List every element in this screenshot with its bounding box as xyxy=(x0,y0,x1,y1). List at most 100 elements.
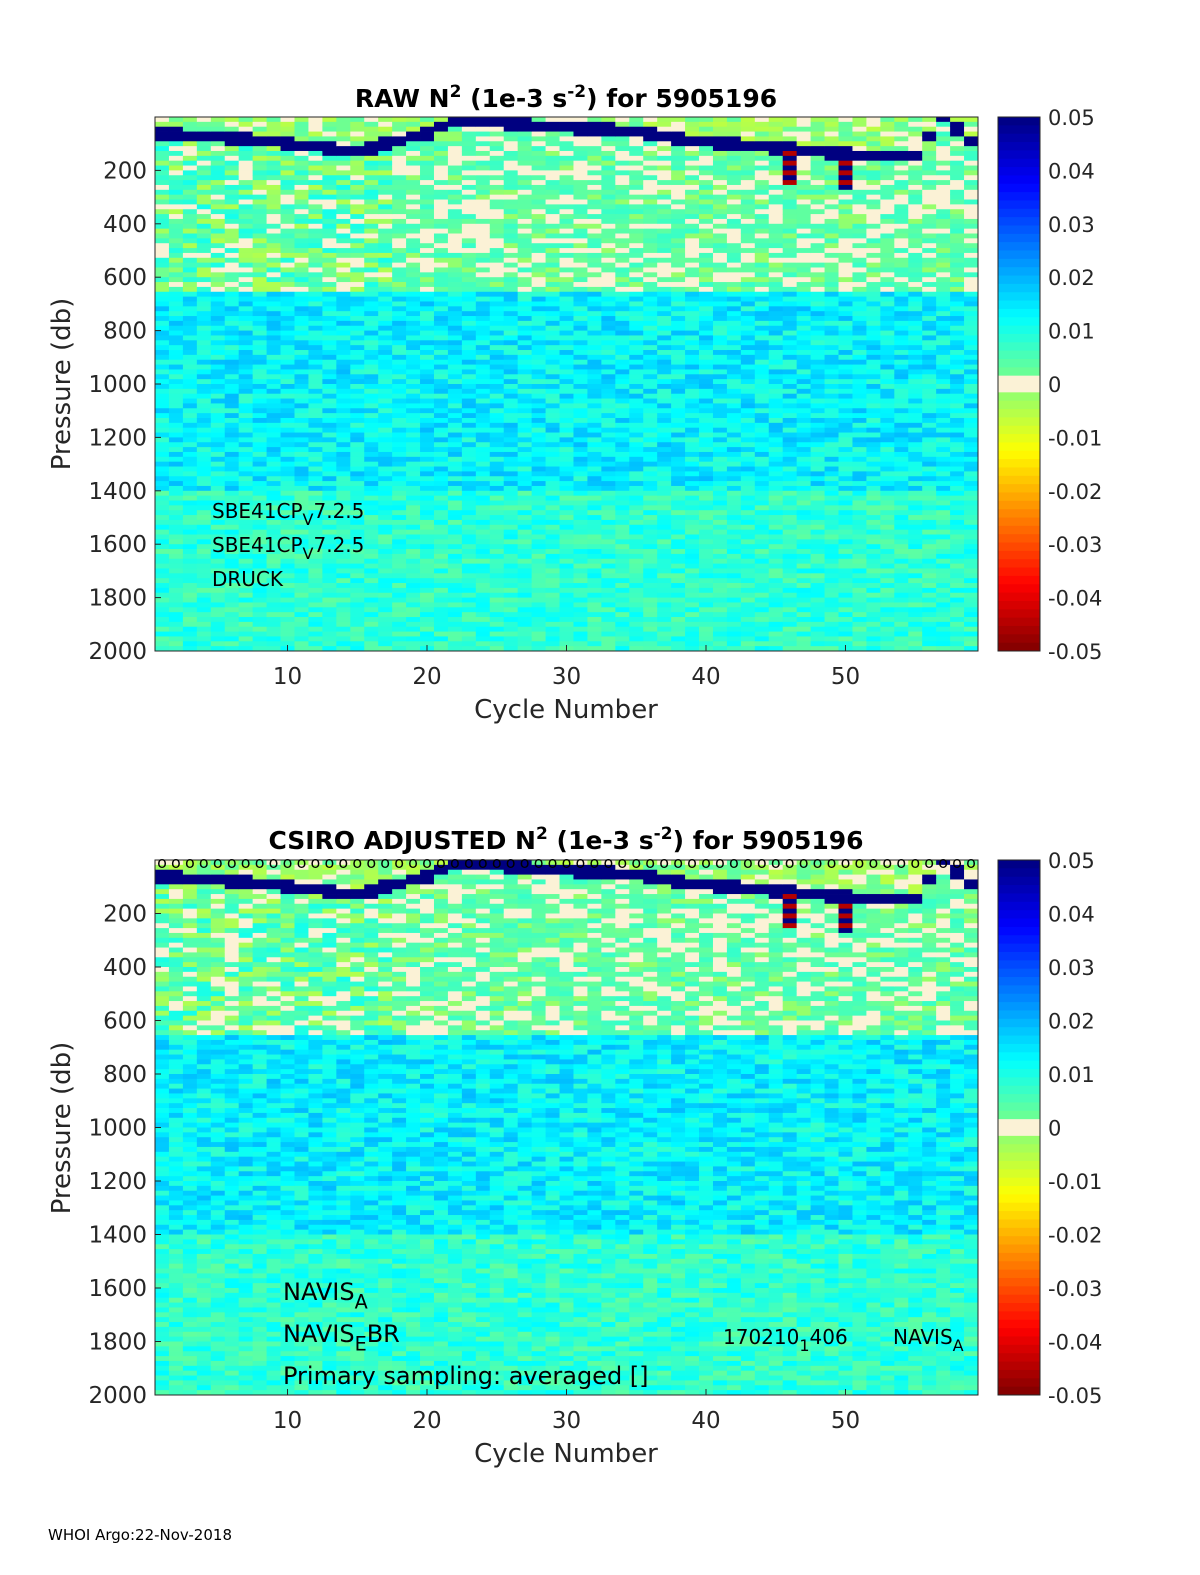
heatmap-cell xyxy=(517,641,533,647)
heatmap-cell xyxy=(545,456,560,463)
heatmap-cell xyxy=(657,481,672,487)
heatmap-cell xyxy=(336,422,351,429)
heatmap-cell xyxy=(196,243,212,249)
heatmap-cell xyxy=(475,602,491,608)
heatmap-cell xyxy=(406,413,421,419)
heatmap-cell xyxy=(392,311,407,317)
heatmap-cell xyxy=(712,461,728,467)
heatmap-cell xyxy=(712,558,728,565)
heatmap-cell xyxy=(322,146,337,152)
heatmap-cell xyxy=(768,534,784,540)
heatmap-cell xyxy=(196,456,212,463)
heatmap-cell xyxy=(294,631,309,637)
heatmap-cell xyxy=(406,505,421,511)
heatmap-cell xyxy=(182,612,198,618)
heatmap-cell xyxy=(406,626,421,632)
heatmap-cell xyxy=(378,165,393,171)
heatmap-cell xyxy=(378,325,393,331)
heatmap-cell xyxy=(336,131,351,137)
heatmap-cell xyxy=(322,262,337,268)
heatmap-cell xyxy=(294,495,309,501)
heatmap-cell xyxy=(643,403,658,409)
heatmap-cell xyxy=(671,291,686,298)
heatmap-cell xyxy=(350,466,365,472)
heatmap-cell xyxy=(699,257,714,264)
heatmap-cell xyxy=(224,335,240,341)
heatmap-cell xyxy=(196,626,212,632)
heatmap-cell xyxy=(308,262,323,268)
heatmap-cell xyxy=(740,544,756,550)
heatmap-cell xyxy=(754,534,770,540)
heatmap-cell xyxy=(517,146,533,152)
heatmap-cell xyxy=(615,121,630,128)
heatmap-cell xyxy=(489,519,505,526)
heatmap-cell xyxy=(754,519,770,526)
heatmap-cell xyxy=(643,393,658,399)
heatmap-cell xyxy=(671,243,686,249)
heatmap-cell xyxy=(182,262,198,268)
heatmap-cell xyxy=(587,121,602,128)
heatmap-cell xyxy=(517,233,533,239)
heatmap-cell xyxy=(615,631,630,637)
heatmap-cell xyxy=(671,490,686,497)
heatmap-cell xyxy=(699,432,714,438)
heatmap-cell xyxy=(364,199,379,205)
heatmap-cell xyxy=(280,417,295,424)
heatmap-cell xyxy=(196,481,212,487)
heatmap-cell xyxy=(768,544,784,550)
heatmap-cell xyxy=(308,471,323,477)
heatmap-cell xyxy=(573,519,588,526)
heatmap-cell xyxy=(573,194,588,200)
heatmap-cell xyxy=(336,320,351,327)
heatmap-cell xyxy=(350,286,365,293)
heatmap-cell xyxy=(671,573,686,579)
heatmap-cell xyxy=(447,354,463,361)
heatmap-cell xyxy=(699,515,714,521)
heatmap-cell xyxy=(573,345,588,351)
heatmap-cell xyxy=(782,131,798,137)
heatmap-cell xyxy=(447,286,463,293)
heatmap-cell xyxy=(210,568,226,574)
heatmap-cell xyxy=(489,306,505,312)
heatmap-cell xyxy=(350,578,365,584)
heatmap-cell xyxy=(740,160,756,166)
heatmap-cell xyxy=(280,282,295,288)
heatmap-cell xyxy=(615,408,630,414)
heatmap-cell xyxy=(657,432,672,438)
heatmap-cell xyxy=(475,456,491,463)
heatmap-cell xyxy=(503,155,519,162)
heatmap-cell xyxy=(378,529,393,535)
heatmap-cell xyxy=(280,320,295,327)
heatmap-cell xyxy=(615,398,630,404)
heatmap-cell xyxy=(182,558,198,565)
heatmap-cell xyxy=(350,641,365,647)
heatmap-cell xyxy=(768,495,784,501)
heatmap-cell xyxy=(671,325,686,331)
heatmap-cell xyxy=(155,539,170,545)
heatmap-cell xyxy=(768,286,784,293)
heatmap-cell xyxy=(252,563,267,569)
heatmap-cell xyxy=(573,393,588,399)
heatmap-cell xyxy=(531,262,546,268)
heatmap-cell xyxy=(294,417,309,424)
heatmap-cell xyxy=(322,291,337,298)
heatmap-cell xyxy=(754,364,770,370)
heatmap-cell xyxy=(768,354,784,361)
heatmap-cell xyxy=(461,505,477,511)
heatmap-cell xyxy=(155,131,170,137)
heatmap-cell xyxy=(503,481,519,487)
heatmap-cell xyxy=(475,267,491,273)
heatmap-cell xyxy=(685,316,700,322)
heatmap-cell xyxy=(503,141,519,147)
heatmap-cell xyxy=(768,199,784,205)
heatmap-cell xyxy=(726,306,742,312)
heatmap-cell xyxy=(406,238,421,244)
heatmap-cell xyxy=(406,549,421,555)
heatmap-cell xyxy=(587,257,602,264)
heatmap-cell xyxy=(252,515,267,521)
heatmap-cell xyxy=(629,519,644,526)
heatmap-cell xyxy=(726,408,742,414)
heatmap-cell xyxy=(559,476,574,482)
heatmap-cell xyxy=(559,573,574,579)
heatmap-cell xyxy=(238,126,254,132)
